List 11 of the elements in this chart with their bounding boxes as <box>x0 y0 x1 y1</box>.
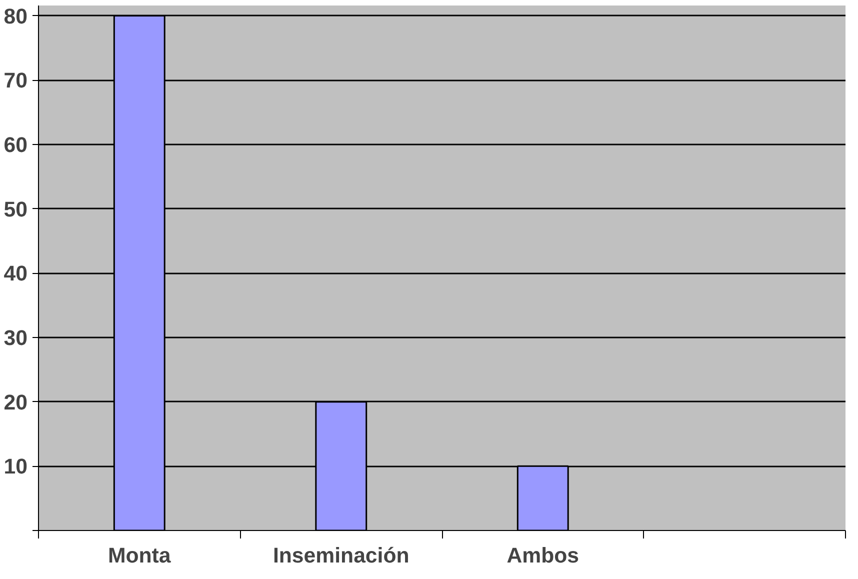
y-tick-label: 80 <box>4 4 28 28</box>
y-tick-label: 60 <box>4 132 28 157</box>
y-tick-label: 10 <box>4 454 28 479</box>
y-tick-label: 30 <box>4 326 28 350</box>
y-tick-label: 40 <box>4 262 28 286</box>
y-tick-label: 50 <box>4 197 28 222</box>
x-tick-label: Inseminación <box>272 544 410 568</box>
y-tick-label: 20 <box>4 390 28 414</box>
x-tick-label: Monta <box>108 544 171 568</box>
y-tick-label: 70 <box>4 68 28 93</box>
x-tick-label: Ambos <box>506 544 580 568</box>
